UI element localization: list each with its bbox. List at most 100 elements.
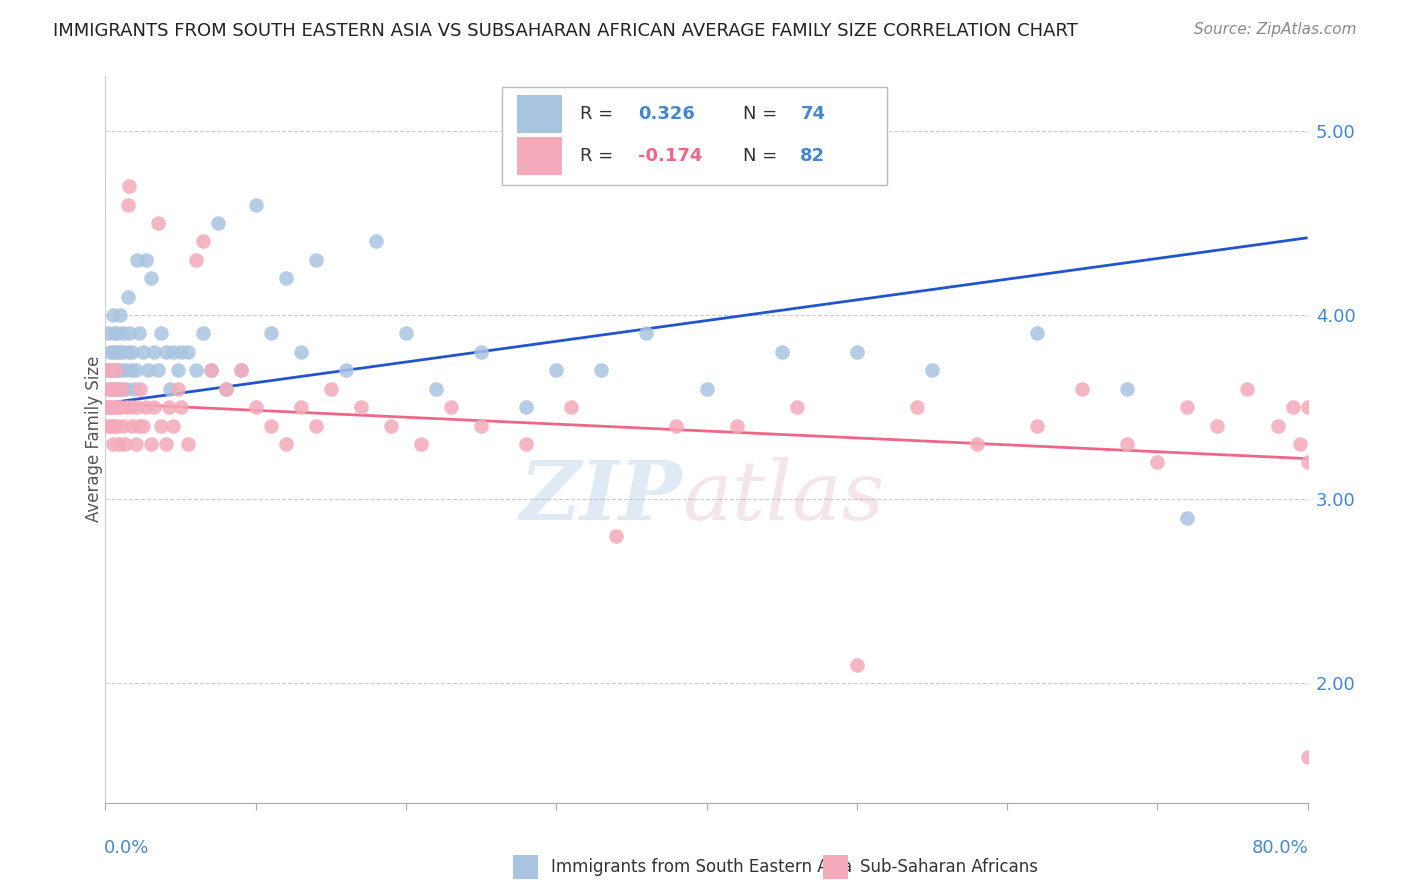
Point [118, 326, 141, 341]
FancyBboxPatch shape [502, 87, 887, 185]
Point [103, 418, 125, 433]
Point [229, 363, 252, 377]
Point [169, 400, 191, 414]
Point [274, 437, 297, 451]
Point [1146, 455, 1168, 469]
Point [110, 308, 132, 322]
Point [155, 437, 177, 451]
Point [142, 344, 165, 359]
Point [380, 418, 402, 433]
Point [1116, 382, 1139, 396]
Point [124, 363, 146, 377]
Point [1289, 437, 1312, 451]
Point [1071, 382, 1094, 396]
Point [177, 437, 200, 451]
Point [191, 235, 214, 249]
Point [214, 382, 236, 396]
Point [111, 344, 134, 359]
Point [129, 382, 152, 396]
Point [98, 400, 121, 414]
Point [515, 400, 537, 414]
Point [200, 363, 222, 377]
Bar [516, 95, 562, 133]
Point [101, 400, 124, 414]
Point [136, 363, 159, 377]
Text: 74: 74 [800, 105, 825, 123]
Point [245, 400, 267, 414]
Point [1116, 437, 1139, 451]
Point [114, 363, 136, 377]
Text: R =: R = [581, 147, 619, 165]
Point [725, 418, 748, 433]
Point [1296, 400, 1319, 414]
Point [97, 382, 120, 396]
Point [101, 344, 124, 359]
Point [100, 418, 122, 433]
Point [1175, 510, 1198, 524]
Point [409, 437, 432, 451]
Text: N =: N = [742, 105, 783, 123]
Text: 82: 82 [800, 147, 825, 165]
Point [108, 437, 131, 451]
Point [139, 271, 162, 285]
Point [107, 382, 129, 396]
Point [139, 437, 162, 451]
Point [120, 400, 142, 414]
Point [150, 326, 173, 341]
Point [128, 418, 150, 433]
Point [1296, 455, 1319, 469]
Point [112, 418, 135, 433]
Text: atlas: atlas [682, 458, 884, 538]
Point [290, 344, 312, 359]
Point [319, 382, 342, 396]
Text: -0.174: -0.174 [638, 147, 703, 165]
Point [101, 308, 124, 322]
Point [177, 344, 200, 359]
Point [117, 290, 139, 304]
Point [1267, 418, 1289, 433]
Point [112, 326, 135, 341]
Point [142, 400, 165, 414]
Point [104, 382, 127, 396]
Point [169, 344, 191, 359]
Text: IMMIGRANTS FROM SOUTH EASTERN ASIA VS SUBSAHARAN AFRICAN AVERAGE FAMILY SIZE COR: IMMIGRANTS FROM SOUTH EASTERN ASIA VS SU… [53, 22, 1078, 40]
Y-axis label: Average Family Size: Average Family Size [86, 356, 103, 523]
Point [191, 326, 214, 341]
Point [125, 400, 148, 414]
Point [101, 382, 124, 396]
Point [470, 418, 492, 433]
Point [335, 363, 357, 377]
Point [103, 363, 125, 377]
Point [665, 418, 688, 433]
Point [115, 382, 138, 396]
Point [107, 418, 129, 433]
Point [155, 344, 177, 359]
Point [100, 382, 122, 396]
Point [98, 344, 121, 359]
Point [305, 252, 328, 267]
Text: Sub-Saharan Africans: Sub-Saharan Africans [860, 858, 1039, 876]
Point [166, 363, 188, 377]
Point [591, 363, 613, 377]
Point [905, 400, 928, 414]
Point [350, 400, 373, 414]
Point [111, 382, 134, 396]
Point [515, 437, 537, 451]
Point [128, 326, 150, 341]
Point [1281, 400, 1303, 414]
Point [845, 657, 868, 672]
Point [184, 363, 207, 377]
Text: 0.0%: 0.0% [104, 839, 149, 857]
Point [1296, 749, 1319, 764]
Bar [516, 136, 562, 175]
Point [162, 344, 184, 359]
Point [921, 363, 943, 377]
Point [150, 418, 173, 433]
Text: 0.326: 0.326 [638, 105, 695, 123]
Point [1236, 382, 1258, 396]
Point [100, 400, 122, 414]
Point [121, 344, 143, 359]
Point [166, 382, 188, 396]
Point [1026, 418, 1049, 433]
Text: R =: R = [581, 105, 619, 123]
